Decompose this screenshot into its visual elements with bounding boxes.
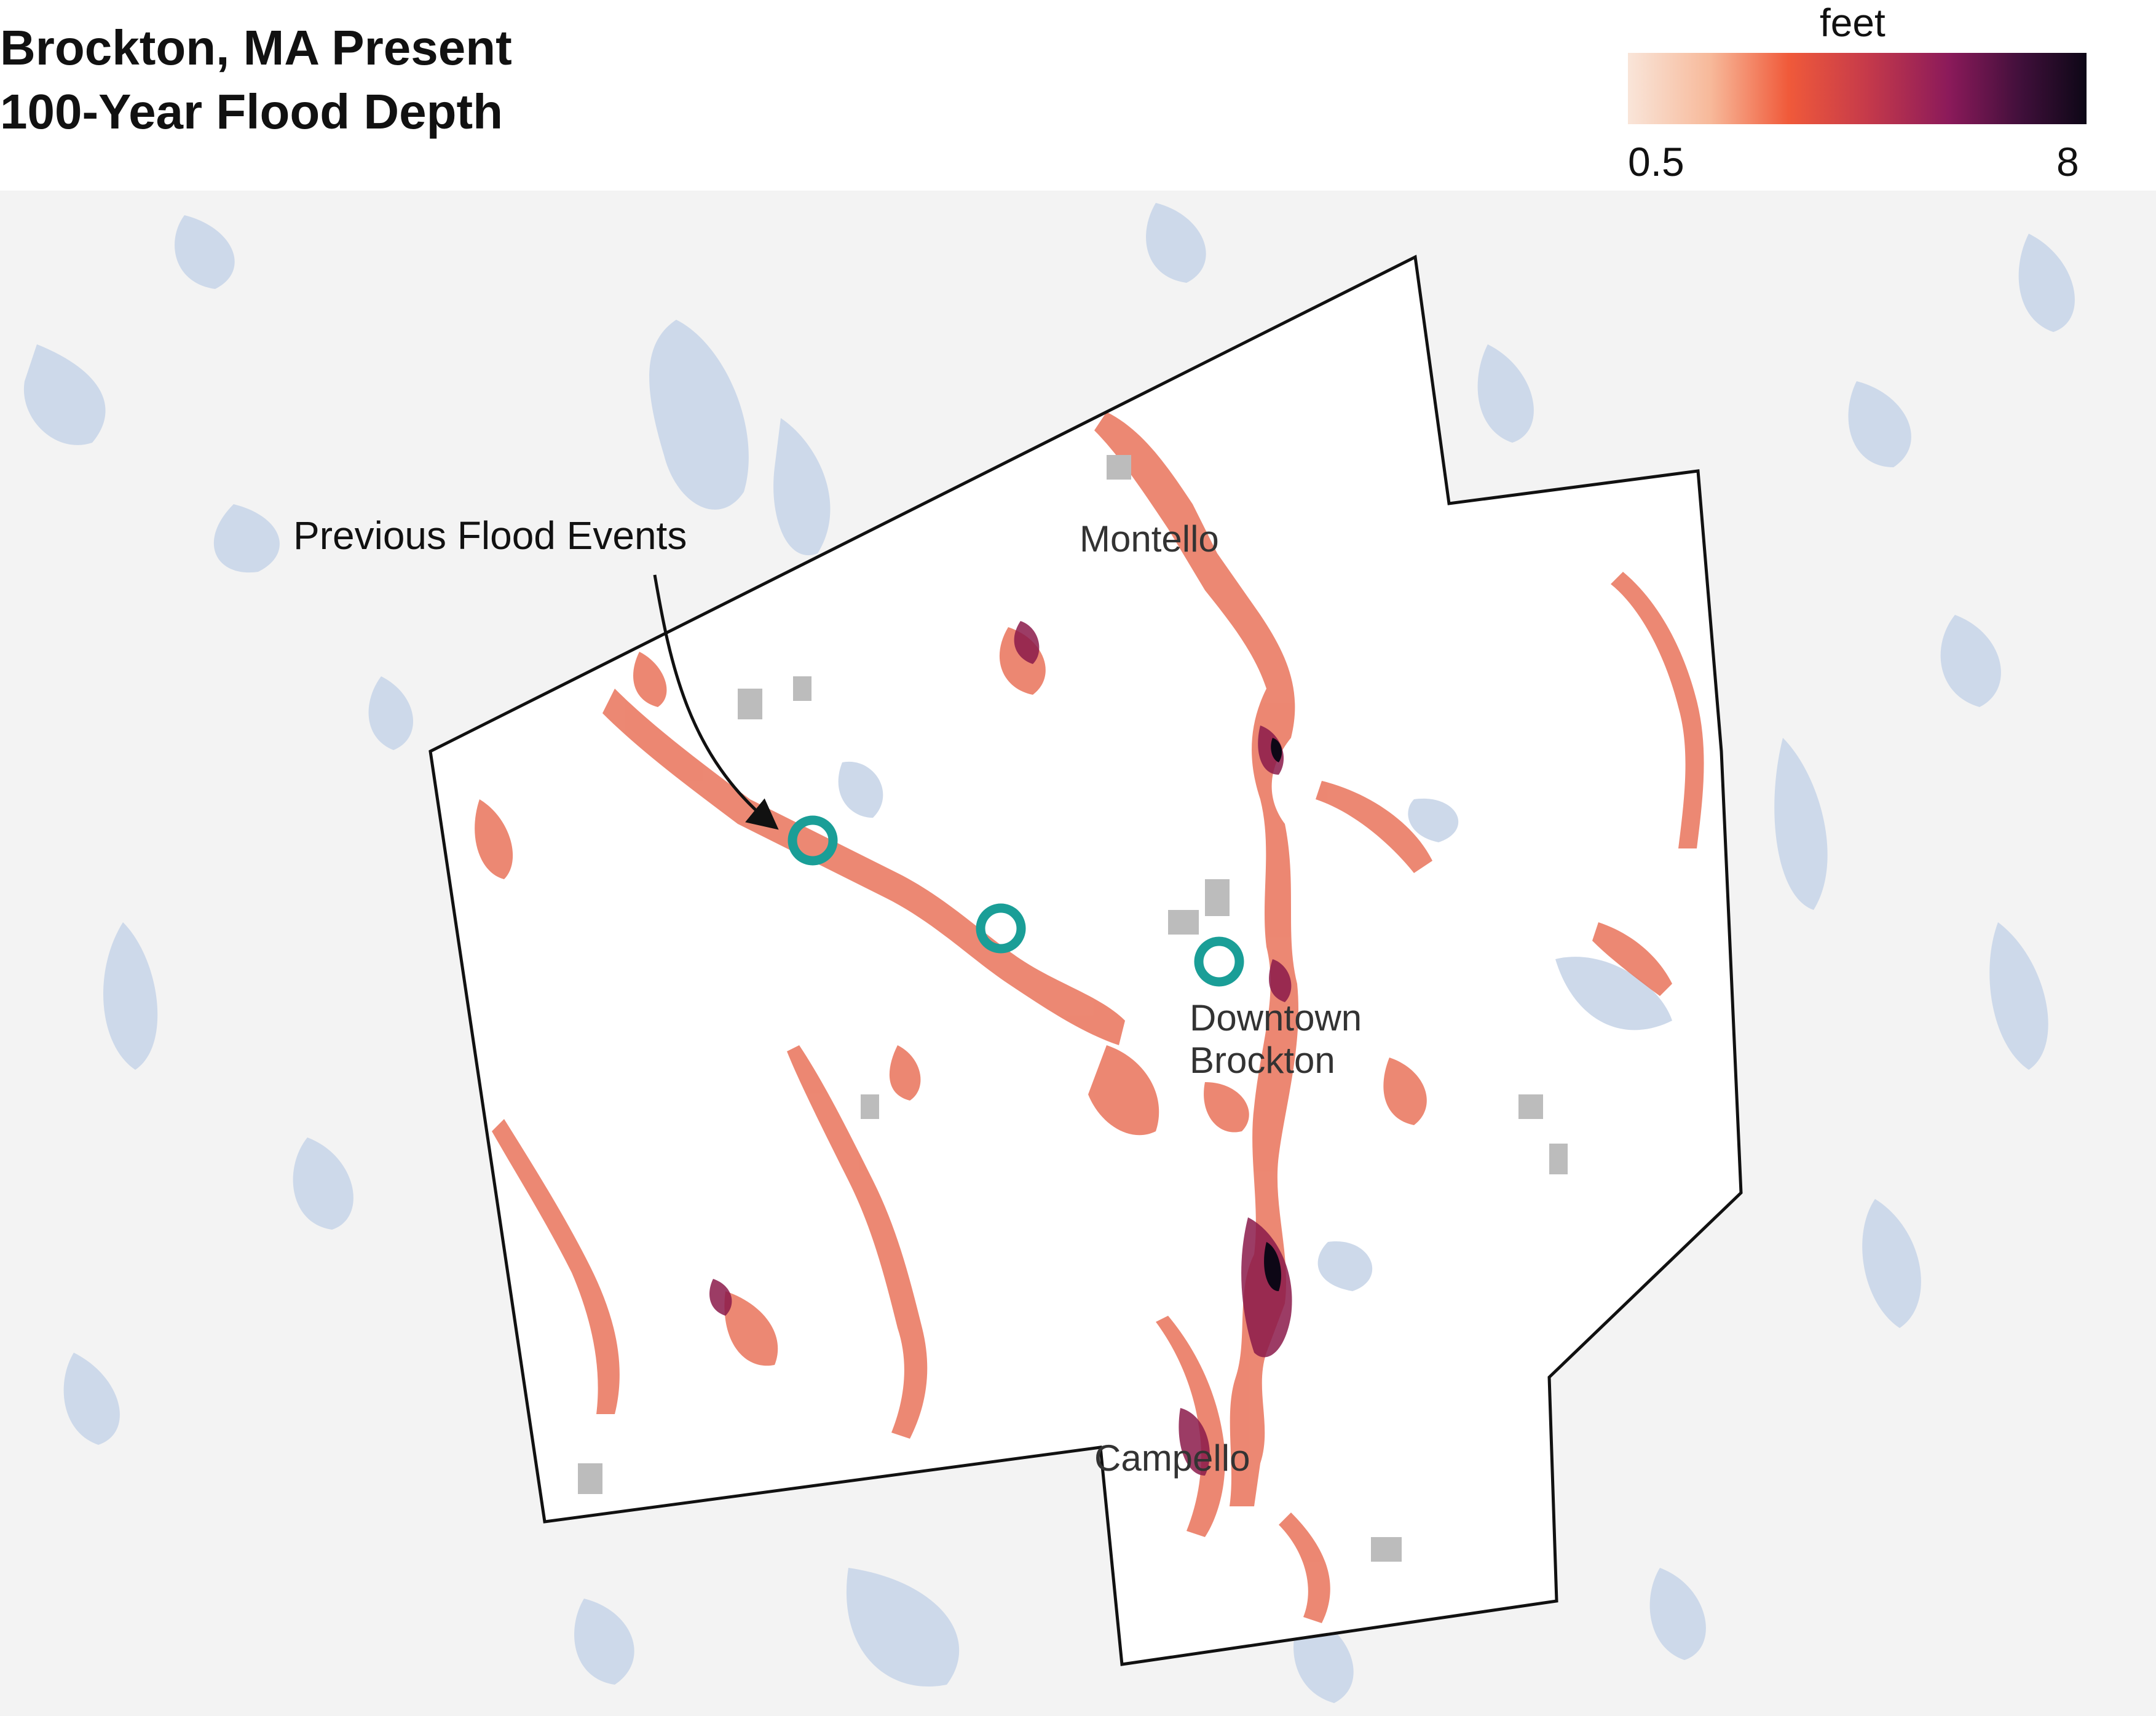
water-bodies — [23, 203, 2075, 1703]
place-label-montello: Montello — [1080, 518, 1219, 559]
legend-unit: feet — [1820, 1, 1886, 45]
legend-color-ramp — [1628, 53, 2087, 124]
annotation-label: Previous Flood Events — [293, 513, 687, 558]
place-label-campello: Campello — [1094, 1437, 1250, 1479]
flood-event-marker — [788, 815, 838, 866]
flood-event-marker — [976, 903, 1026, 954]
flood-event-marker — [1194, 936, 1244, 987]
flood-map: Previous Flood Events Montello Downtown … — [0, 191, 2156, 1716]
legend-min-label: 0.5 — [1628, 139, 1684, 184]
city-boundary — [428, 255, 1743, 1666]
map-title: Brockton, MA Present 100-Year Flood Dept… — [0, 16, 512, 144]
legend-max-label: 8 — [2056, 139, 2079, 184]
title-line-2: 100-Year Flood Depth — [0, 84, 503, 139]
annotation-arrow — [653, 574, 779, 830]
place-label-downtown: Downtown — [1190, 997, 1362, 1038]
place-label-brockton: Brockton — [1190, 1040, 1335, 1081]
flood-event-markers — [788, 815, 1244, 987]
flood-depth-layer — [475, 412, 1704, 1623]
title-line-1: Brockton, MA Present — [0, 20, 512, 75]
